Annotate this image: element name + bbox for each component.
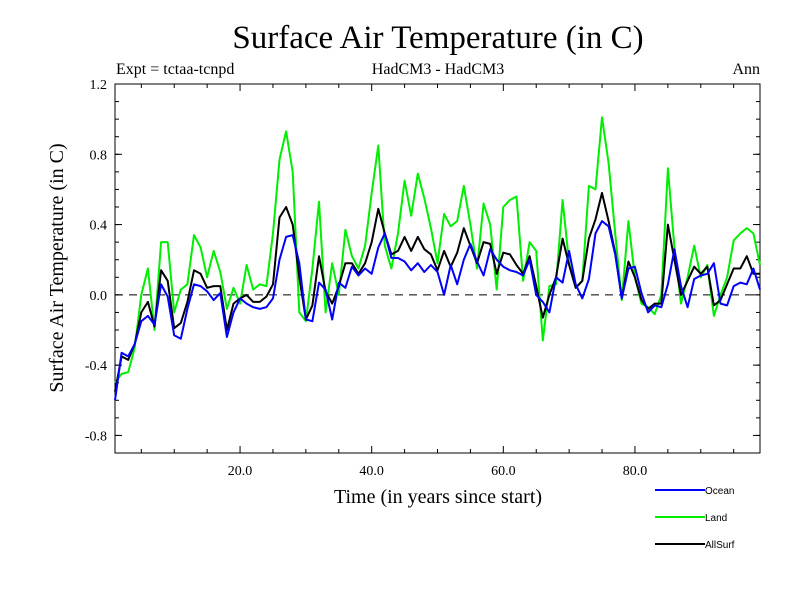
x-axis: 20.0 40.0 60.0 80.0 <box>140 84 735 479</box>
x-tick-label: 60.0 <box>491 464 516 479</box>
x-tick-label: 20.0 <box>228 464 253 479</box>
series-layer <box>114 116 761 401</box>
y-tick-label: -0.4 <box>85 359 107 374</box>
y-tick-label: 1.2 <box>90 78 108 93</box>
series-line-allsurf <box>114 191 760 392</box>
chart-title: Surface Air Temperature (in C) <box>232 20 643 56</box>
legend-label-land: Land <box>705 513 727 524</box>
y-tick-label: 0.8 <box>90 148 108 163</box>
x-tick-label: 40.0 <box>359 464 384 479</box>
series-line-land <box>114 116 761 384</box>
legend: Ocean Land AllSurf <box>655 486 735 551</box>
experiment-label: Expt = tctaa-tcnpd <box>116 61 234 78</box>
legend-label-allsurf: AllSurf <box>705 540 735 551</box>
legend-label-ocean: Ocean <box>705 486 734 497</box>
y-tick-label: 0.0 <box>90 289 108 304</box>
x-axis-label: Time (in years since start) <box>334 486 542 508</box>
y-axis-label: Surface Air Temperature (in C) <box>46 143 68 392</box>
period-label: Ann <box>732 61 760 78</box>
series-line-ocean <box>114 220 761 401</box>
y-tick-label: -0.8 <box>85 429 107 444</box>
y-axis: -0.8 -0.4 0.0 0.4 0.8 1.2 <box>85 78 760 444</box>
y-tick-label: 0.4 <box>90 219 108 234</box>
x-tick-label: 80.0 <box>623 464 648 479</box>
model-label: HadCM3 - HadCM3 <box>372 61 504 78</box>
